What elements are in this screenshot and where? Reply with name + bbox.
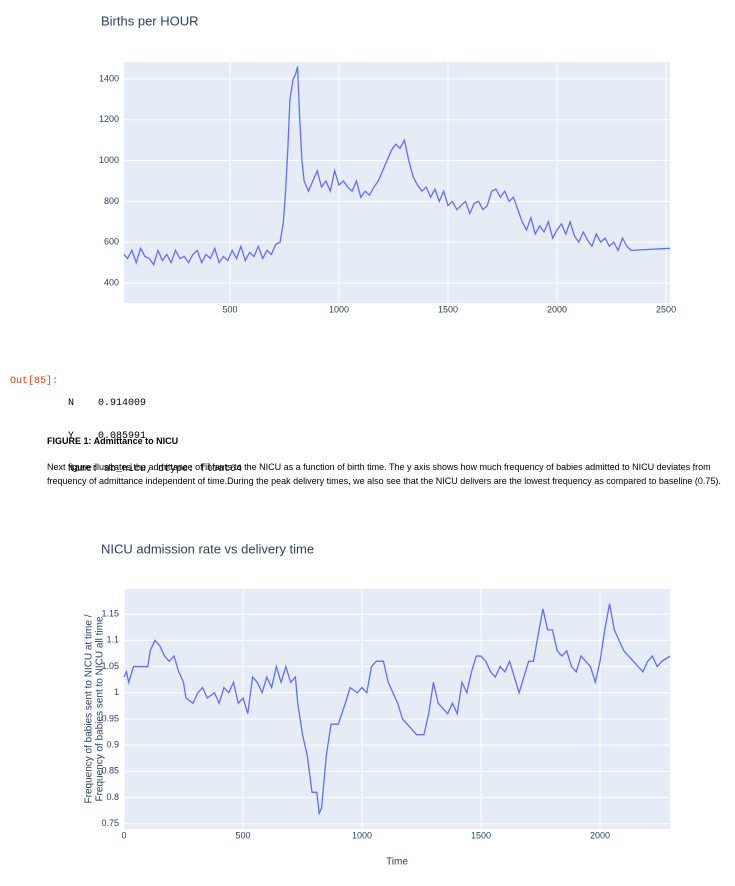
y-tick-label: 1.15 <box>101 609 119 619</box>
chart-title: NICU admission rate vs delivery time <box>101 541 314 556</box>
y-axis-title: Frequency of babies sent to NICU at time… <box>84 614 95 803</box>
x-tick-label: 0 <box>121 830 126 840</box>
y-axis-title: Frequency of babies sent to NICU all tim… <box>95 616 106 802</box>
x-tick-label: 1000 <box>352 830 372 840</box>
y-tick-label: 0.75 <box>101 818 119 828</box>
x-tick-label: 1500 <box>438 304 458 314</box>
x-tick-label: 2000 <box>547 304 567 314</box>
x-tick-label: 2000 <box>590 830 610 840</box>
y-tick-label: 1.1 <box>106 635 119 645</box>
y-tick-label: 1000 <box>99 155 119 165</box>
x-tick-label: 1500 <box>471 830 491 840</box>
y-tick-label: 0.95 <box>101 713 119 723</box>
output-lines: N 0.914009 Y 0.085991 Name: ab_nicu, dty… <box>68 376 242 497</box>
data-line <box>123 603 671 816</box>
y-tick-label: 1200 <box>99 114 119 124</box>
figure-heading: FIGURE 1: Admittance to NICU <box>47 436 179 446</box>
y-tick-label: 0.9 <box>106 740 119 750</box>
chart-title: Births per HOUR <box>101 13 199 28</box>
y-tick-label: 800 <box>104 196 119 206</box>
x-tick-label: 2500 <box>656 304 676 314</box>
y-tick-label: 1 <box>114 687 119 697</box>
x-tick-label: 500 <box>222 304 237 314</box>
output-prompt: Out[85]: <box>10 376 59 387</box>
plot-area <box>124 62 670 303</box>
plot-area <box>124 589 670 829</box>
x-axis-title: Time <box>386 857 408 868</box>
y-tick-label: 1400 <box>99 73 119 83</box>
y-tick-label: 400 <box>104 277 119 287</box>
data-line <box>123 66 671 267</box>
y-tick-label: 600 <box>104 237 119 247</box>
output-line: Y 0.085991 <box>68 431 147 442</box>
x-tick-label: 500 <box>235 830 250 840</box>
y-tick-label: 0.8 <box>106 792 119 802</box>
output-line: Name: ab_nicu, dtype: float64 <box>68 464 243 475</box>
y-tick-label: 1.05 <box>101 661 119 671</box>
figure-paragraph: Next figure illustrates the admittance o… <box>47 462 721 486</box>
x-tick-label: 1000 <box>329 304 349 314</box>
y-tick-label: 0.85 <box>101 766 119 776</box>
output-line: N 0.914009 <box>68 398 147 409</box>
